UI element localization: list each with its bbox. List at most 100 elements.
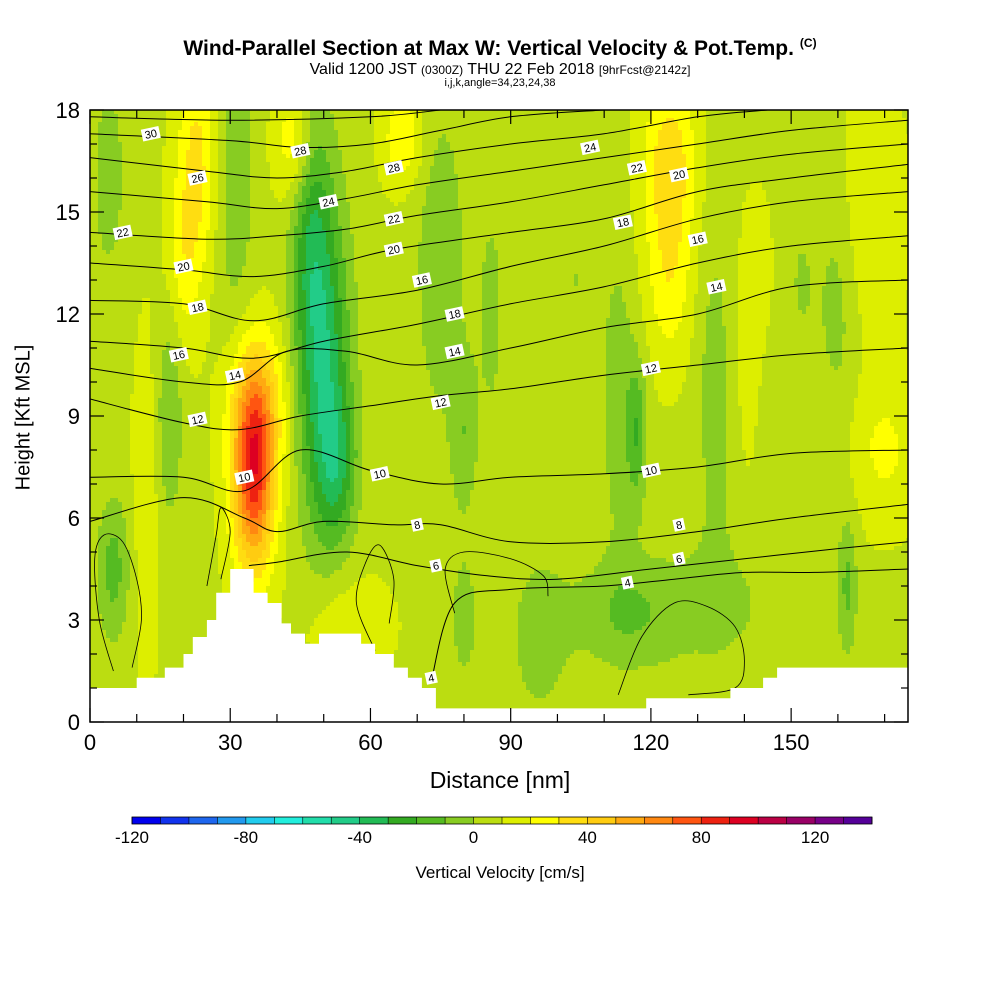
velocity-cell: [634, 190, 639, 195]
velocity-cell: [846, 190, 851, 195]
velocity-cell: [542, 146, 547, 151]
velocity-cell: [342, 118, 347, 123]
velocity-cell: [782, 170, 787, 175]
velocity-cell: [442, 202, 447, 207]
velocity-cell: [566, 154, 571, 159]
velocity-cell: [246, 114, 251, 119]
velocity-cell: [730, 190, 735, 195]
velocity-cell: [886, 170, 891, 175]
velocity-cell: [794, 162, 799, 167]
velocity-cell: [526, 194, 531, 199]
velocity-cell: [642, 194, 647, 199]
velocity-cell: [194, 202, 199, 207]
velocity-cell: [146, 122, 151, 127]
velocity-cell: [742, 166, 747, 171]
velocity-cell: [126, 126, 131, 131]
velocity-cell: [618, 166, 623, 171]
velocity-cell: [466, 190, 471, 195]
velocity-cell: [742, 146, 747, 151]
velocity-cell: [618, 198, 623, 203]
velocity-cell: [666, 182, 671, 187]
velocity-cell: [674, 162, 679, 167]
velocity-cell: [486, 190, 491, 195]
velocity-cell: [450, 158, 455, 163]
velocity-cell: [626, 138, 631, 143]
velocity-cell: [322, 142, 327, 147]
velocity-cell: [682, 138, 687, 143]
velocity-cell: [770, 142, 775, 147]
velocity-cell: [642, 138, 647, 143]
velocity-cell: [490, 154, 495, 159]
velocity-cell: [894, 134, 899, 139]
velocity-cell: [390, 194, 395, 199]
velocity-cell: [634, 114, 639, 119]
velocity-cell: [174, 186, 179, 191]
velocity-cell: [434, 190, 439, 195]
velocity-cell: [118, 170, 123, 175]
velocity-cell: [362, 178, 367, 183]
velocity-cell: [674, 154, 679, 159]
velocity-cell: [678, 198, 683, 203]
velocity-cell: [778, 170, 783, 175]
velocity-cell: [646, 134, 651, 139]
velocity-cell: [846, 162, 851, 167]
velocity-cell: [154, 174, 159, 179]
velocity-cell: [902, 198, 907, 203]
velocity-cell: [742, 198, 747, 203]
velocity-cell: [802, 166, 807, 171]
velocity-cell: [558, 174, 563, 179]
velocity-cell: [334, 186, 339, 191]
velocity-cell: [614, 118, 619, 123]
velocity-cell: [478, 182, 483, 187]
velocity-cell: [694, 158, 699, 163]
velocity-cell: [302, 182, 307, 187]
velocity-cell: [814, 182, 819, 187]
velocity-cell: [822, 130, 827, 135]
velocity-cell: [446, 122, 451, 127]
velocity-cell: [766, 146, 771, 151]
velocity-cell: [462, 118, 467, 123]
velocity-cell: [854, 182, 859, 187]
velocity-cell: [330, 130, 335, 135]
velocity-cell: [874, 142, 879, 147]
velocity-cell: [186, 162, 191, 167]
velocity-cell: [630, 114, 635, 119]
velocity-cell: [522, 154, 527, 159]
velocity-cell: [662, 126, 667, 131]
velocity-cell: [522, 122, 527, 127]
velocity-cell: [530, 118, 535, 123]
velocity-cell: [186, 118, 191, 123]
velocity-cell: [278, 166, 283, 171]
velocity-cell: [266, 190, 271, 195]
velocity-cell: [274, 190, 279, 195]
velocity-cell: [194, 186, 199, 191]
velocity-cell: [662, 174, 667, 179]
velocity-cell: [482, 182, 487, 187]
velocity-cell: [894, 114, 899, 119]
velocity-cell: [866, 186, 871, 191]
velocity-cell: [646, 142, 651, 147]
velocity-cell: [738, 130, 743, 135]
velocity-cell: [530, 126, 535, 131]
velocity-cell: [418, 138, 423, 143]
velocity-cell: [298, 118, 303, 123]
velocity-cell: [702, 182, 707, 187]
velocity-cell: [486, 154, 491, 159]
velocity-cell: [222, 126, 227, 131]
velocity-cell: [858, 158, 863, 163]
velocity-cell: [478, 138, 483, 143]
velocity-cell: [322, 178, 327, 183]
velocity-cell: [274, 134, 279, 139]
velocity-cell: [610, 118, 615, 123]
velocity-cell: [258, 150, 263, 155]
velocity-cell: [778, 198, 783, 203]
velocity-cell: [554, 194, 559, 199]
velocity-cell: [626, 130, 631, 135]
velocity-cell: [126, 142, 131, 147]
velocity-cell: [206, 114, 211, 119]
velocity-cell: [178, 174, 183, 179]
velocity-cell: [438, 142, 443, 147]
velocity-cell: [578, 198, 583, 203]
velocity-cell: [230, 190, 235, 195]
velocity-cell: [526, 122, 531, 127]
